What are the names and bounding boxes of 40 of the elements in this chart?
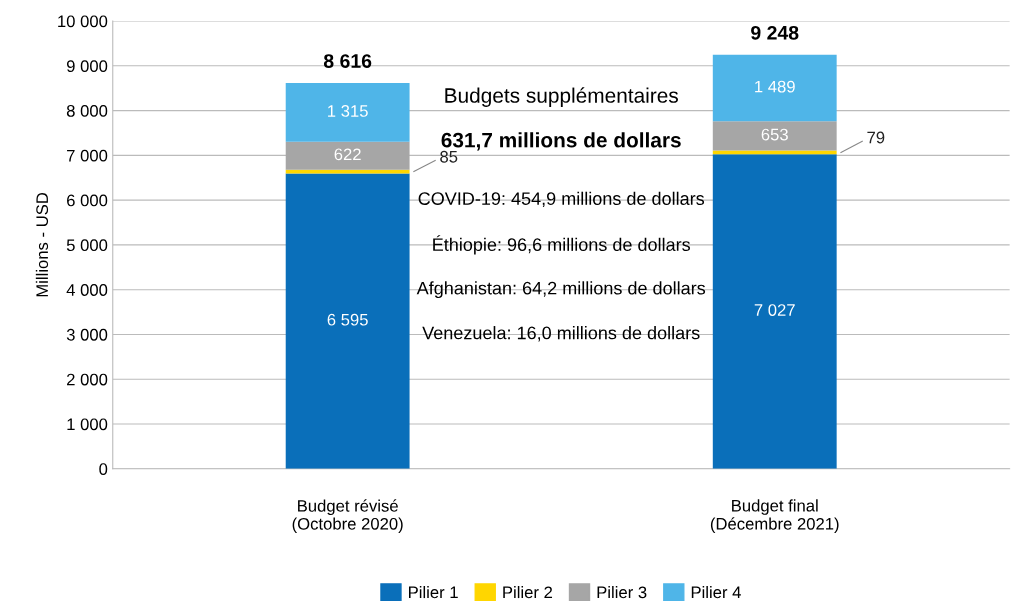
y-tick-label: 6 000 (67, 194, 108, 207)
y-tick-label: 5 000 (66, 239, 108, 252)
data-label: 1 315 (328, 105, 368, 117)
annotation: 631,7 millions de dollars (441, 132, 681, 151)
total-label: 8 616 (323, 54, 372, 68)
data-label: 653 (761, 128, 788, 141)
bar (285, 82, 410, 142)
data-label: 85 (440, 150, 458, 163)
legend-label: Pilier 1 (409, 586, 458, 599)
y-tick-label: 8 000 (66, 104, 108, 117)
annotation: Budgets supplémentaires (445, 87, 678, 107)
y-tick-label: 3 000 (66, 328, 108, 341)
bar (712, 121, 837, 151)
y-axis-title: Millions - USD (35, 192, 49, 297)
annotation: Venezuela: 16,0 millions de dollars (422, 326, 700, 342)
bar (285, 141, 410, 170)
x-tick-label: Budget révisé (Octobre 2020) (292, 499, 403, 534)
legend-label: Pilier 4 (691, 586, 741, 599)
y-tick-label: 1 000 (67, 418, 108, 431)
x-tick-label: Budget final (Décembre 2021) (710, 499, 839, 534)
annotation: COVID-19: 454,9 millions de dollars (418, 191, 705, 208)
annotation: Afghanistan: 64,2 millions de dollars (416, 281, 706, 299)
y-tick-label: 2 000 (67, 373, 108, 386)
y-tick-label: 7 000 (67, 149, 108, 162)
y-tick-label: 0 (99, 463, 108, 475)
data-label: 622 (334, 148, 361, 161)
bar (712, 54, 837, 122)
legend-label: Pilier 2 (503, 586, 553, 599)
annotation: Éthiopie: 96,6 millions de dollars (433, 235, 691, 255)
bar (712, 154, 837, 469)
data-label: 79 (867, 131, 885, 144)
total-label: 9 248 (751, 25, 799, 40)
y-tick-label: 4 000 (66, 284, 108, 296)
data-label: 6 595 (327, 313, 368, 326)
data-label: 1 489 (755, 80, 795, 93)
data-label: 7 027 (754, 304, 795, 316)
y-tick-label: 9 000 (66, 60, 108, 73)
bar (285, 173, 410, 469)
legend-label: Pilier 3 (597, 586, 647, 599)
y-tick-label: 10 000 (58, 15, 108, 28)
